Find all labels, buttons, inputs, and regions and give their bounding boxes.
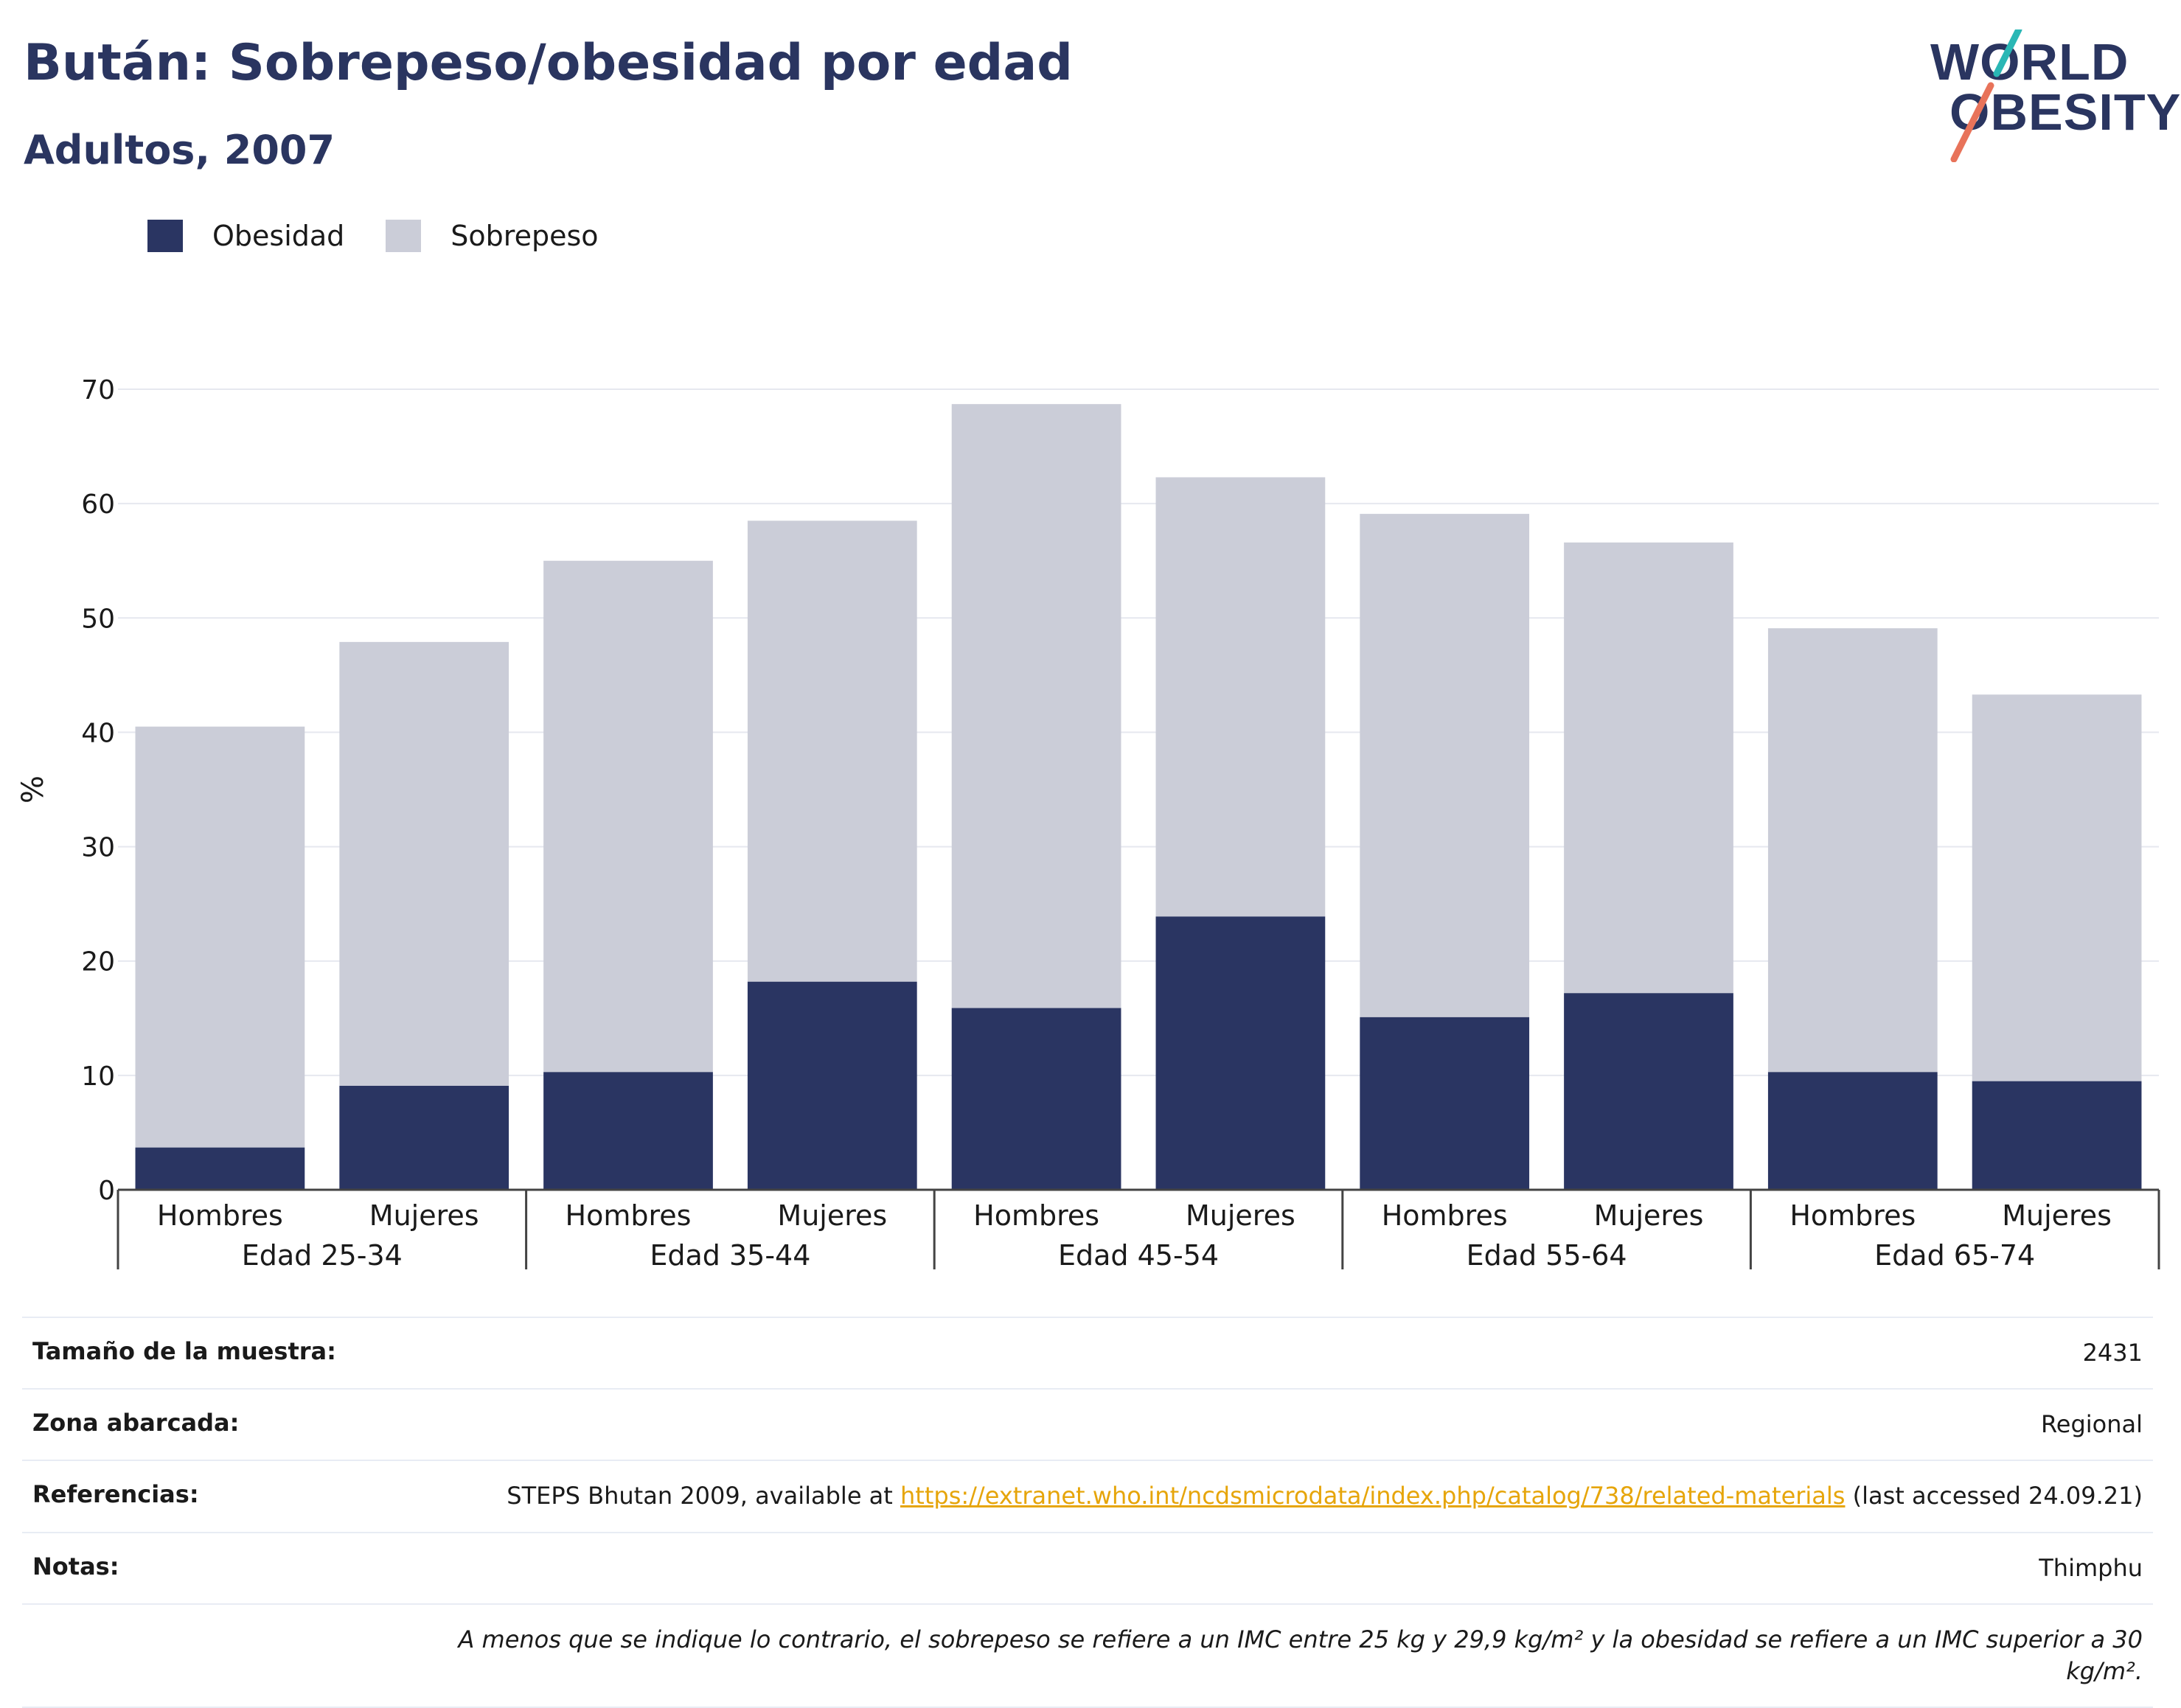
bar-overweight	[1564, 542, 1733, 994]
bar-obesity	[1155, 916, 1326, 1190]
bar-obesity	[339, 1085, 509, 1190]
legend-swatch-obesity	[147, 220, 183, 252]
references-suffix: (last accessed 24.09.21)	[1845, 1482, 2143, 1510]
notes-value: Thimphu	[2039, 1553, 2143, 1582]
y-tick-label: 50	[81, 604, 115, 634]
legend-label-overweight: Sobrepeso	[451, 220, 599, 252]
sample-size-label: Tamaño de la muestra:	[32, 1337, 336, 1365]
page-subtitle: Adultos, 2007	[24, 127, 335, 173]
y-tick-label: 0	[98, 1176, 115, 1206]
group-label: Edad 55-64	[1467, 1239, 1627, 1272]
references-label: Referencias:	[32, 1480, 199, 1509]
bar-obesity	[747, 981, 917, 1190]
bar-overweight	[543, 560, 713, 1073]
group-label: Edad 45-54	[1058, 1239, 1219, 1272]
references-link[interactable]: https://extranet.who.int/ncdsmicrodata/i…	[900, 1482, 1846, 1510]
x-tick-label: Hombres	[1382, 1199, 1508, 1232]
area-value: Regional	[2040, 1410, 2143, 1439]
notes-label: Notas:	[32, 1552, 119, 1580]
stacked-bar-chart: 0 10 20 30 40 50 60 70% Hombres Mujeres Hombres Muj…	[16, 375, 2160, 1272]
x-tick-label: Hombres	[973, 1199, 1099, 1232]
sample-size-value: 2431	[2082, 1339, 2143, 1367]
info-row-references: Referencias: STEPS Bhutan 2009, availabl…	[22, 1460, 2153, 1531]
bar-overweight	[1767, 628, 1938, 1073]
logo-slash-icon	[1950, 29, 2022, 162]
area-label: Zona abarcada:	[32, 1409, 240, 1437]
bar-overweight	[1155, 477, 1326, 917]
x-tick-label: Mujeres	[1186, 1199, 1295, 1232]
bar-overweight	[951, 404, 1121, 1008]
x-tick-label: Mujeres	[2002, 1199, 2112, 1232]
bar-overweight	[1360, 514, 1530, 1017]
y-axis-label: %	[16, 775, 50, 804]
bar-obesity	[1360, 1017, 1530, 1190]
bar-overweight	[747, 520, 917, 982]
y-tick-label: 40	[81, 718, 115, 748]
info-row-sample: Tamaño de la muestra: 2431	[22, 1317, 2153, 1388]
footnote: A menos que se indique lo contrario, el …	[458, 1625, 2143, 1685]
info-row-area: Zona abarcada: Regional	[22, 1388, 2153, 1460]
world-obesity-logo: WORLD OBESITY	[1908, 29, 2180, 162]
x-tick-label: Mujeres	[777, 1199, 887, 1232]
bar-overweight	[339, 641, 509, 1086]
group-label: Edad 65-74	[1874, 1239, 2035, 1272]
bar-overweight	[135, 726, 305, 1148]
legend-swatch-overweight	[386, 220, 422, 252]
legend: Obesidad Sobrepeso	[147, 220, 640, 252]
legend-item-obesity[interactable]: Obesidad	[147, 220, 344, 252]
legend-label-obesity: Obesidad	[212, 220, 345, 252]
group-label: Edad 25-34	[242, 1239, 403, 1272]
y-tick-label: 10	[81, 1062, 115, 1092]
bar-overweight	[1972, 694, 2142, 1081]
y-tick-label: 20	[81, 947, 115, 977]
x-tick-label: Hombres	[157, 1199, 283, 1232]
references-prefix: STEPS Bhutan 2009, available at	[507, 1482, 900, 1510]
bar-obesity	[951, 1008, 1121, 1190]
x-tick-label: Hombres	[1789, 1199, 1916, 1232]
y-tick-label: 30	[81, 833, 115, 863]
logo-line1: WORLD	[1930, 33, 2129, 91]
group-label: Edad 35-44	[650, 1239, 810, 1272]
x-tick-label: Mujeres	[369, 1199, 479, 1232]
bar-obesity	[1972, 1081, 2142, 1190]
y-tick-label: 70	[81, 375, 115, 405]
bar-obesity	[1767, 1072, 1938, 1190]
bar-obesity	[135, 1147, 305, 1190]
page-title: Bután: Sobrepeso/obesidad por edad	[24, 34, 1073, 92]
info-table: Tamaño de la muestra: 2431 Zona abarcada…	[22, 1317, 2153, 1708]
x-tick-label: Mujeres	[1594, 1199, 1704, 1232]
bar-obesity	[543, 1072, 713, 1190]
bar-obesity	[1564, 993, 1733, 1190]
info-row-notes: Notas: Thimphu	[22, 1531, 2153, 1603]
references-value: STEPS Bhutan 2009, available at https://…	[507, 1480, 2143, 1512]
x-tick-label: Hombres	[566, 1199, 692, 1232]
legend-item-overweight[interactable]: Sobrepeso	[386, 220, 599, 252]
y-tick-label: 60	[81, 489, 115, 520]
